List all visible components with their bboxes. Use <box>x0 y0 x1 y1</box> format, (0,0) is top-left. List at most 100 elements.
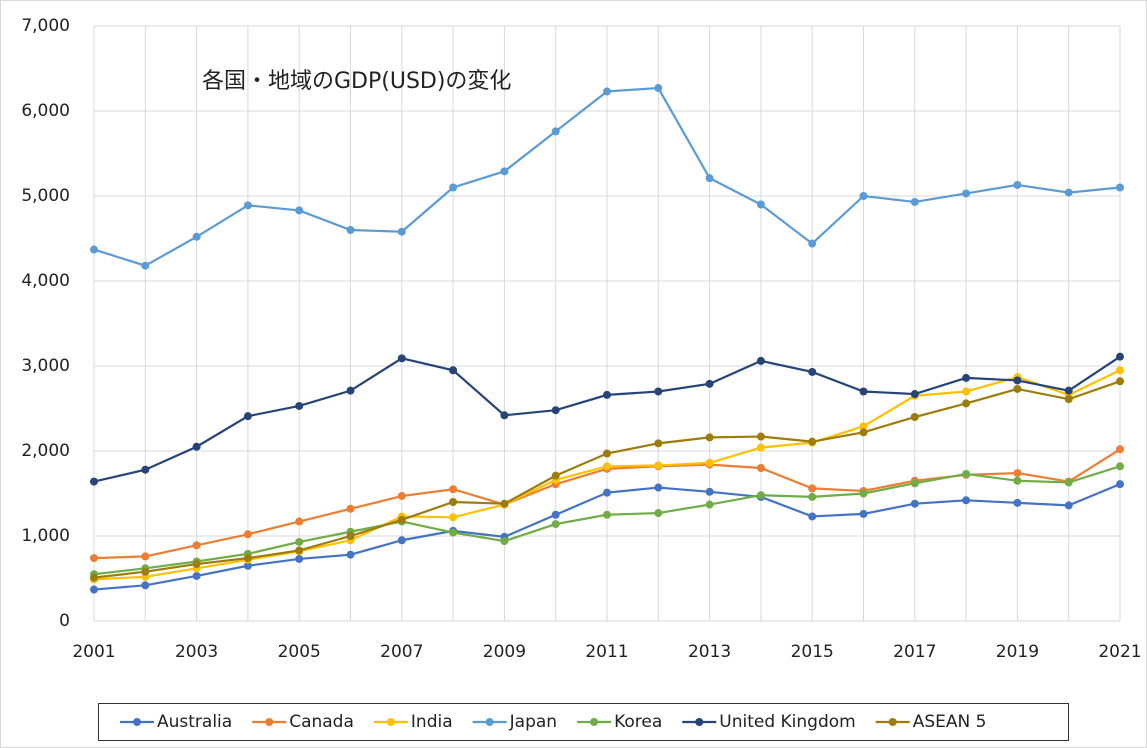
x-tick-label: 2005 <box>278 642 321 662</box>
legend-marker <box>133 718 141 726</box>
y-tick-label: 7,000 <box>21 16 70 36</box>
data-point <box>808 484 817 493</box>
data-point <box>192 571 201 580</box>
data-point <box>397 354 406 363</box>
legend-label: ASEAN 5 <box>913 712 987 732</box>
data-point <box>551 520 560 529</box>
x-tick-label: 2011 <box>585 642 628 662</box>
data-point <box>449 528 458 537</box>
data-point <box>449 498 458 506</box>
data-point <box>808 437 817 446</box>
data-point <box>962 189 971 198</box>
legend-marker <box>695 718 704 726</box>
data-point <box>1013 376 1022 385</box>
data-point <box>243 530 252 539</box>
data-point <box>603 390 611 399</box>
data-point <box>346 550 355 559</box>
data-point <box>603 87 611 96</box>
data-point <box>654 439 663 448</box>
data-point <box>500 411 509 420</box>
y-tick-label: 0 <box>59 611 70 631</box>
data-point <box>1064 386 1073 395</box>
data-point <box>705 500 714 509</box>
x-tick-label: 2001 <box>72 642 115 662</box>
data-point <box>397 515 406 524</box>
data-point <box>910 499 919 508</box>
data-point <box>654 387 663 396</box>
data-point <box>910 479 919 488</box>
legend-label: Korea <box>614 712 662 732</box>
legend-label: Japan <box>509 712 557 732</box>
data-point <box>910 390 919 399</box>
x-tick-label: 2021 <box>1098 642 1141 662</box>
data-point <box>859 387 868 396</box>
data-point <box>90 573 98 582</box>
legend-marker <box>590 718 599 726</box>
data-point <box>603 510 611 519</box>
data-point <box>346 386 355 395</box>
data-point <box>756 464 765 472</box>
data-point <box>1013 384 1022 393</box>
data-point <box>1064 395 1073 404</box>
y-tick-label: 5,000 <box>21 186 70 206</box>
data-point <box>192 232 201 241</box>
data-point <box>603 488 611 497</box>
data-point <box>603 449 611 458</box>
data-point <box>859 428 868 437</box>
y-tick-label: 3,000 <box>21 356 70 376</box>
legend-label: United Kingdom <box>719 712 855 732</box>
data-point <box>1116 366 1124 375</box>
x-tick-label: 2009 <box>483 642 526 662</box>
data-point <box>756 443 765 452</box>
data-point <box>962 387 971 396</box>
data-point <box>1064 501 1073 510</box>
x-tick-label: 2003 <box>175 642 218 662</box>
data-point <box>1116 352 1124 361</box>
x-tick-label: 2013 <box>688 642 731 662</box>
data-point <box>808 367 817 376</box>
plot <box>90 84 1124 594</box>
data-point <box>346 504 355 513</box>
data-point <box>1116 183 1124 192</box>
data-point <box>243 554 252 563</box>
data-point <box>295 517 304 526</box>
data-point <box>859 192 868 200</box>
data-point <box>859 422 868 431</box>
data-point <box>756 432 765 441</box>
data-point <box>295 554 304 563</box>
data-point <box>654 461 663 470</box>
x-tick-label: 2015 <box>791 642 834 662</box>
data-point <box>910 197 919 206</box>
data-point <box>449 183 458 192</box>
data-point <box>705 379 714 388</box>
legend-label: Australia <box>157 712 232 732</box>
data-point <box>1064 188 1073 197</box>
data-point <box>192 442 201 451</box>
data-point <box>90 585 98 594</box>
data-point <box>192 560 201 569</box>
data-point <box>397 536 406 545</box>
data-point <box>551 127 560 136</box>
data-point <box>756 200 765 209</box>
data-point <box>705 458 714 467</box>
data-point <box>1013 498 1022 507</box>
data-point <box>449 485 458 494</box>
data-point <box>295 401 304 410</box>
data-point <box>1116 377 1124 386</box>
data-point <box>962 373 971 382</box>
data-point <box>654 483 663 492</box>
x-tick-label: 2019 <box>996 642 1039 662</box>
data-point <box>500 537 509 546</box>
data-point <box>90 477 98 486</box>
data-point <box>1013 180 1022 189</box>
legend-marker <box>485 718 494 726</box>
data-point <box>243 561 252 570</box>
data-point <box>1116 445 1124 454</box>
data-point <box>141 552 150 561</box>
legend-label: India <box>411 712 453 732</box>
legend-label: Canada <box>289 712 354 732</box>
data-point <box>551 510 560 519</box>
data-point <box>808 492 817 501</box>
